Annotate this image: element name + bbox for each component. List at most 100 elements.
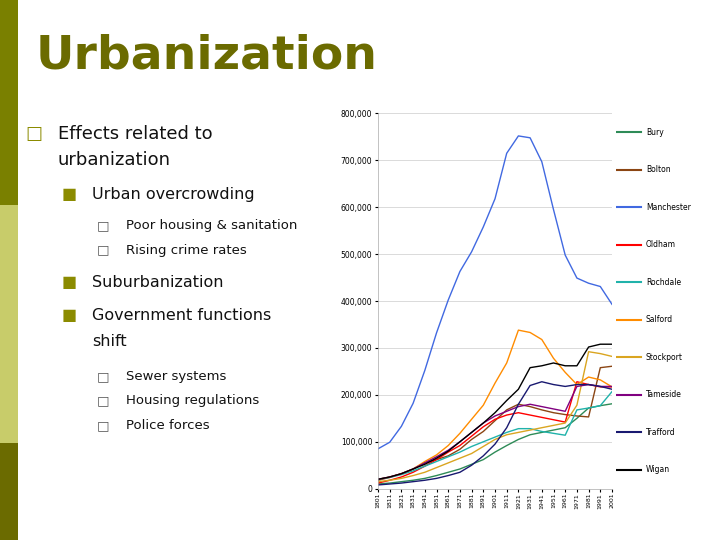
Text: Tameside: Tameside (646, 390, 682, 400)
Manchester (585, 280, 593, 286)
Oldham (596, 383, 605, 390)
Bar (0, 443, 18, 540)
Text: □: □ (25, 125, 42, 143)
Oldham (538, 414, 546, 421)
Rochdale (374, 476, 382, 483)
Bury (572, 415, 581, 422)
Wigan (561, 362, 570, 369)
Stockport (444, 460, 453, 466)
Wigan (608, 341, 616, 347)
Rochdale (503, 429, 511, 436)
Text: □: □ (97, 219, 109, 232)
Stockport (526, 427, 534, 433)
Manchester (456, 268, 464, 275)
Oldham (397, 474, 406, 480)
Text: □: □ (97, 394, 109, 407)
Manchester (526, 134, 534, 141)
Rochdale (432, 458, 441, 465)
Bolton (514, 401, 523, 408)
Stockport (549, 422, 558, 429)
Salford (432, 451, 441, 458)
Rochdale (549, 430, 558, 436)
Stockport (538, 424, 546, 431)
Oldham (444, 449, 453, 455)
Rochdale (572, 407, 581, 413)
Trafford (549, 381, 558, 388)
Wigan (420, 461, 429, 468)
Tameside (420, 460, 429, 466)
Bolton (491, 417, 500, 424)
Wigan (572, 362, 581, 369)
Stockport (503, 431, 511, 438)
Stockport (420, 469, 429, 476)
Oldham (467, 433, 476, 440)
Bury (561, 424, 570, 431)
Trafford (385, 481, 394, 487)
Text: Effects related to: Effects related to (58, 125, 212, 143)
Manchester (596, 284, 605, 290)
Wigan (467, 429, 476, 436)
Text: shift: shift (92, 334, 127, 349)
Salford (503, 360, 511, 366)
Tameside (608, 383, 616, 390)
Rochdale (456, 449, 464, 455)
Bury (456, 466, 464, 472)
Text: Urbanization: Urbanization (35, 34, 377, 79)
Manchester (503, 150, 511, 157)
Trafford (572, 381, 581, 388)
Manchester (409, 400, 418, 407)
Bolton (432, 456, 441, 463)
Tameside (385, 474, 394, 480)
Text: □: □ (97, 419, 109, 432)
Manchester (572, 275, 581, 281)
Wigan (456, 438, 464, 445)
Line: Tameside: Tameside (378, 384, 612, 480)
Manchester (561, 252, 570, 258)
Wigan (479, 420, 487, 426)
Bury (420, 475, 429, 482)
Manchester (385, 439, 394, 446)
Rochdale (514, 426, 523, 432)
Text: □: □ (97, 370, 109, 383)
Stockport (596, 350, 605, 357)
Text: Police forces: Police forces (126, 419, 210, 432)
Bolton (385, 474, 394, 481)
Bolton (608, 363, 616, 369)
Wigan (374, 476, 382, 483)
Trafford (585, 381, 593, 388)
Stockport (432, 464, 441, 471)
Manchester (549, 206, 558, 213)
Bolton (444, 453, 453, 459)
Rochdale (585, 405, 593, 411)
Manchester (467, 248, 476, 255)
Trafford (538, 379, 546, 385)
Text: Oldham: Oldham (646, 240, 676, 249)
Bury (503, 442, 511, 449)
Bolton (503, 407, 511, 413)
Stockport (585, 348, 593, 355)
Stockport (397, 475, 406, 482)
Bolton (549, 409, 558, 416)
Wigan (549, 360, 558, 366)
Stockport (479, 443, 487, 450)
Oldham (561, 419, 570, 426)
Text: Sewer systems: Sewer systems (126, 370, 226, 383)
Salford (467, 416, 476, 422)
Bolton (585, 414, 593, 420)
Rochdale (385, 474, 394, 481)
Tameside (374, 476, 382, 483)
Bar (0, 0, 18, 205)
Tameside (549, 406, 558, 412)
Bolton (596, 364, 605, 371)
Trafford (432, 475, 441, 482)
Line: Stockport: Stockport (378, 352, 612, 482)
Oldham (456, 442, 464, 449)
Rochdale (420, 463, 429, 469)
Tameside (585, 381, 593, 388)
Oldham (549, 416, 558, 423)
Bolton (374, 477, 382, 483)
Stockport (572, 402, 581, 408)
Stockport (374, 478, 382, 485)
Salford (444, 442, 453, 449)
Oldham (572, 379, 581, 385)
